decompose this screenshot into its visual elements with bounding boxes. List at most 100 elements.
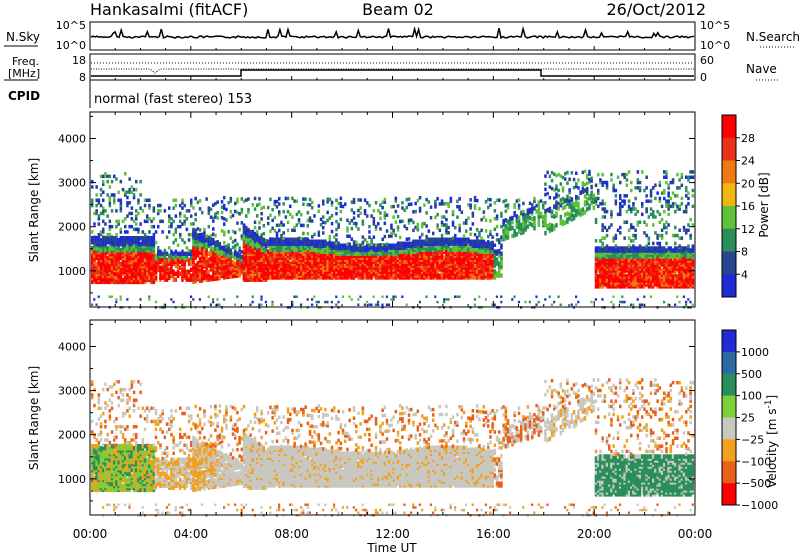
echo-cell (568, 188, 571, 192)
echo-cell (445, 243, 448, 248)
echo-cell (392, 298, 395, 301)
echo-cell (183, 240, 186, 245)
echo-cell (599, 270, 602, 275)
echo-cell (130, 190, 134, 194)
echo-cell (570, 197, 574, 202)
echo-cell (306, 202, 310, 207)
echo-cell (493, 257, 497, 262)
echo-cell (339, 196, 343, 201)
echo-cell (225, 218, 228, 222)
echo-cell (625, 220, 629, 224)
echo-cell (319, 249, 323, 254)
echo-cell (623, 268, 626, 273)
echo-cell (583, 188, 587, 193)
echo-cell (506, 223, 510, 228)
echo-cell (561, 196, 565, 201)
echo-cell (152, 217, 156, 221)
echo-cell (372, 243, 376, 248)
echo-cell (361, 235, 365, 239)
echo-cell (352, 211, 356, 215)
echo-cell (150, 219, 153, 224)
echo-cell (570, 303, 573, 306)
echo-cell (132, 243, 136, 249)
echo-cell (630, 207, 633, 211)
echo-cell (187, 238, 191, 242)
echo-cell (361, 243, 365, 247)
echo-cell (511, 233, 514, 239)
echo-cell (625, 194, 629, 198)
echo-cell (293, 295, 296, 298)
echo-cell (533, 196, 536, 201)
echo-cell (170, 257, 173, 263)
echo-cell (612, 239, 615, 243)
echo-cell (537, 206, 541, 212)
echo-cell (152, 224, 156, 229)
echo-cell (179, 214, 182, 218)
echo-cell (207, 269, 211, 274)
echo-cell (601, 298, 604, 301)
echo-cell (586, 197, 589, 202)
echo-cell (359, 206, 362, 210)
echo-cell (214, 240, 217, 246)
echo-cell (443, 223, 446, 227)
echo-cell (480, 218, 483, 222)
echo-cell (495, 261, 499, 266)
echo-cell (581, 186, 585, 190)
echo-cell (150, 236, 153, 241)
echo-cell (258, 255, 261, 261)
echo-cell (546, 191, 549, 196)
echo-cell (447, 202, 450, 206)
echo-cell (405, 303, 408, 306)
echo-cell (106, 255, 109, 261)
echo-cell (577, 178, 580, 182)
echo-cell (194, 249, 197, 254)
echo-cell (627, 236, 631, 240)
echo-cell (306, 224, 310, 228)
echo-cell (480, 236, 483, 240)
echo-cell (275, 231, 279, 235)
echo-cell (157, 246, 160, 250)
echo-cell (269, 229, 272, 233)
echo-cell (586, 181, 589, 186)
echo-cell (498, 248, 501, 253)
echo-cell (537, 200, 541, 204)
echo-cell (392, 295, 395, 298)
echo-cell (271, 300, 274, 304)
echo-cell (234, 255, 237, 261)
echo-cell (135, 214, 138, 218)
echo-cell (157, 209, 160, 213)
echo-cell (383, 216, 387, 220)
echo-cell (374, 201, 378, 205)
echo-cell (148, 206, 151, 210)
freq-label-1: Freq. (12, 55, 39, 68)
echo-cell (181, 201, 184, 205)
echo-cell (363, 209, 367, 213)
echo-cell (284, 215, 288, 219)
echo-cell (440, 237, 444, 242)
echo-cell (515, 214, 519, 219)
echo-cell (603, 236, 607, 240)
echo-cell (172, 219, 175, 224)
echo-cell (143, 275, 147, 281)
echo-cell (614, 194, 618, 198)
echo-cell (249, 261, 252, 267)
echo-cell (559, 303, 562, 306)
echo-cell (597, 204, 600, 209)
echo-cell (196, 227, 200, 231)
echo-cell (469, 232, 472, 236)
echo-cell (379, 227, 382, 231)
echo-cell (99, 230, 103, 234)
echo-cell (564, 220, 567, 225)
echo-cell (253, 225, 257, 230)
echo-cell (240, 210, 244, 214)
echo-cell (201, 232, 204, 238)
echo-cell (291, 300, 294, 304)
echo-cell (146, 219, 149, 224)
echo-cell (603, 258, 607, 263)
echo-cell (236, 197, 239, 202)
echo-cell (555, 205, 558, 210)
echo-cell (414, 209, 417, 214)
echo-cell (601, 215, 604, 219)
echo-cell (577, 209, 580, 215)
echo-cell (493, 217, 497, 221)
